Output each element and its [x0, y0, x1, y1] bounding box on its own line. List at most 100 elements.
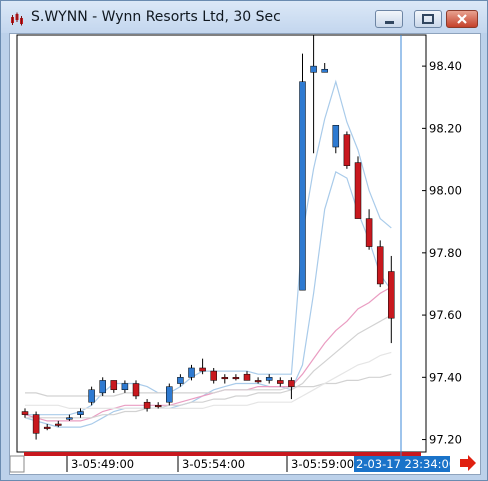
- candle-body: [265, 377, 273, 381]
- cursor-time-label-bg: [354, 456, 450, 472]
- candle-body: [143, 401, 151, 409]
- candle-body: [55, 423, 62, 426]
- candle-body: [21, 411, 29, 415]
- candle: [365, 209, 373, 250]
- candle: [288, 377, 295, 400]
- maximize-button[interactable]: [414, 10, 442, 28]
- price-tick-label: 97.60: [429, 308, 462, 322]
- candle: [55, 420, 62, 428]
- chart-app-icon: [11, 12, 23, 26]
- candle-body: [376, 246, 384, 285]
- close-button[interactable]: [446, 10, 478, 28]
- candle: [199, 358, 206, 375]
- minimize-button[interactable]: [375, 10, 403, 28]
- candle: [77, 408, 84, 418]
- time-axis-bar: [24, 452, 421, 456]
- candle-body: [121, 383, 129, 391]
- candle: [210, 367, 217, 384]
- candle: [121, 380, 129, 393]
- candle: [343, 131, 351, 169]
- candle: [132, 380, 140, 400]
- candle-body: [32, 414, 40, 434]
- candle: [354, 156, 362, 219]
- candle: [177, 374, 184, 387]
- candle-body: [110, 380, 118, 391]
- candles: [21, 35, 395, 440]
- candle-body: [288, 380, 295, 387]
- candle-body: [210, 370, 217, 381]
- series-ma-slow: [25, 373, 392, 397]
- candle: [21, 408, 29, 418]
- candle-body: [299, 81, 306, 291]
- close-icon: [457, 14, 467, 24]
- price-tick-label: 97.40: [429, 370, 462, 384]
- candle: [332, 124, 340, 154]
- candle: [154, 402, 162, 409]
- candle: [299, 53, 306, 291]
- candle-body: [177, 377, 184, 384]
- series-ma-long: [25, 351, 392, 409]
- candle: [143, 399, 151, 412]
- candle: [321, 63, 328, 73]
- time-tick-label: 3-05:59:00: [291, 457, 354, 471]
- candle: [277, 377, 284, 387]
- candle-body: [221, 377, 229, 380]
- candle-body: [188, 367, 195, 378]
- window-title: S.WYNN - Wynn Resorts Ltd, 30 Sec: [31, 9, 281, 25]
- candle: [43, 423, 51, 431]
- candle-body: [166, 386, 173, 403]
- candle-body: [99, 380, 106, 394]
- price-axis: 98.40 98.20 98.00 97.80 97.60 97.40 97.20: [422, 59, 462, 447]
- minimize-icon: [385, 21, 394, 24]
- candle: [221, 374, 229, 384]
- candle-body: [332, 124, 340, 148]
- candle: [99, 377, 106, 396]
- candle: [265, 374, 273, 384]
- candle-body: [310, 65, 317, 73]
- candle-body: [343, 134, 351, 166]
- candle-body: [88, 389, 95, 403]
- indicator-lines: [24, 79, 392, 428]
- candle: [243, 371, 251, 381]
- series-ma-medium: [25, 314, 392, 419]
- candle: [32, 411, 40, 440]
- candle: [388, 255, 395, 344]
- candle-body: [254, 380, 262, 383]
- price-tick-label: 97.80: [429, 246, 462, 260]
- candle-body: [43, 426, 51, 429]
- price-chart[interactable]: 98.40 98.20 98.00 97.80 97.60 97.40 97.20 3-05…: [10, 34, 480, 474]
- time-tick-label: 3-05:54:00: [182, 457, 245, 471]
- candle-body: [232, 377, 240, 380]
- scroll-right-arrow-icon[interactable]: [460, 455, 476, 471]
- time-axis: 3-05:49:00 3-05:54:00 3-05:59:00: [66, 456, 354, 472]
- candle-body: [365, 218, 373, 247]
- title-bar[interactable]: S.WYNN - Wynn Resorts Ltd, 30 Sec: [1, 1, 487, 33]
- candle-body: [66, 417, 73, 420]
- candle: [232, 374, 240, 381]
- candle: [66, 414, 73, 421]
- cursor-time-label: 2-03-17 23:34:00: [356, 457, 456, 471]
- maximize-icon: [422, 14, 434, 24]
- series-ma-fast: [24, 286, 392, 422]
- candle-body: [154, 405, 162, 408]
- candle: [88, 386, 95, 406]
- price-tick-label: 98.00: [429, 184, 462, 198]
- candle: [310, 35, 317, 154]
- plot-frame: [16, 34, 427, 453]
- candle: [188, 364, 195, 381]
- candle: [166, 383, 173, 406]
- price-tick-label: 98.20: [429, 121, 462, 135]
- candle-body: [388, 271, 395, 319]
- candle-body: [354, 162, 362, 219]
- candle-body: [77, 411, 84, 415]
- candle-body: [277, 380, 284, 384]
- chart-area[interactable]: 98.40 98.20 98.00 97.80 97.60 97.40 97.20 3-05…: [9, 33, 481, 475]
- price-tick-label: 97.20: [429, 433, 462, 447]
- candle-body: [132, 383, 140, 397]
- candle: [110, 380, 118, 393]
- candle-body: [321, 68, 328, 73]
- candle: [254, 377, 262, 384]
- candle-body: [243, 373, 251, 381]
- candle: [376, 240, 384, 288]
